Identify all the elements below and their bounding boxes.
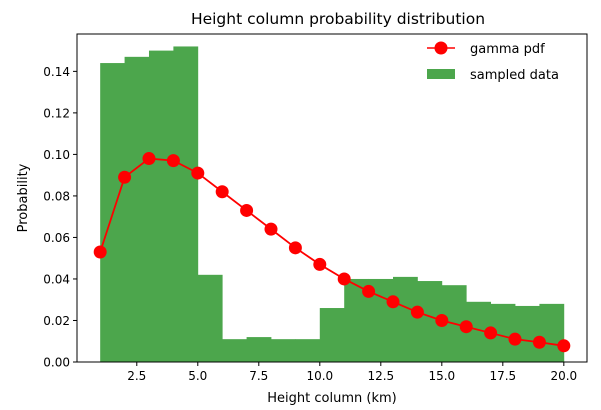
- histogram-bar-5: [197, 274, 223, 362]
- legend-label-gamma-pdf: gamma pdf: [470, 42, 545, 57]
- gamma-pdf-point-3: [142, 152, 156, 166]
- chart-title: Height column probability distribution: [191, 10, 485, 28]
- histogram-bar-6: [222, 339, 247, 362]
- gamma-pdf-line: [93, 152, 571, 353]
- gamma-pdf-point-10: [313, 257, 327, 271]
- gamma-pdf-point-20: [557, 339, 571, 353]
- x-tick-label: 20.0: [550, 369, 577, 383]
- histogram-bar-13: [393, 276, 418, 362]
- y-tick-label: 0.00: [43, 356, 70, 370]
- gamma-pdf-point-19: [532, 335, 546, 349]
- gamma-pdf-point-5: [191, 166, 205, 180]
- histogram-bar-19: [539, 303, 565, 362]
- x-tick-label: 15.0: [428, 369, 455, 383]
- gamma-pdf-point-9: [288, 241, 302, 255]
- x-tick-label: 12.5: [367, 369, 394, 383]
- x-tick-label: 7.5: [249, 369, 268, 383]
- gamma-pdf-point-6: [215, 185, 229, 199]
- y-tick-label: 0.02: [43, 314, 70, 328]
- gamma-pdf-point-1: [93, 245, 107, 259]
- legend-bar-swatch: [427, 69, 455, 79]
- gamma-pdf-point-11: [337, 272, 351, 286]
- histogram-bar-2: [124, 56, 150, 362]
- histogram-bar-18: [515, 305, 540, 362]
- gamma-pdf-point-14: [410, 305, 424, 319]
- gamma-pdf-point-2: [118, 170, 132, 184]
- y-axis-label: Probability: [16, 163, 31, 232]
- y-axis-ticks: 0.00 0.02 0.04 0.06 0.08 0.10 0.12 0.14: [43, 65, 77, 370]
- gamma-pdf-point-18: [508, 332, 522, 346]
- axes-frame: [76, 33, 588, 363]
- gamma-pdf-point-13: [386, 295, 400, 309]
- histogram-bar-7: [246, 337, 272, 362]
- gamma-pdf-point-12: [362, 284, 376, 298]
- y-tick-label: 0.12: [43, 106, 70, 120]
- gamma-pdf-point-4: [166, 154, 180, 168]
- histogram-bars: [100, 46, 565, 363]
- legend-marker-swatch: [434, 41, 448, 55]
- histogram-bar-3: [148, 50, 174, 362]
- y-tick-label: 0.06: [43, 231, 70, 245]
- y-tick-label: 0.10: [43, 148, 70, 162]
- gamma-pdf-point-17: [484, 326, 498, 340]
- histogram-bar-4: [173, 46, 199, 363]
- x-tick-label: 2.5: [127, 369, 146, 383]
- gamma-pdf-point-7: [240, 203, 254, 217]
- gamma-pdf-point-16: [459, 320, 473, 334]
- y-tick-label: 0.04: [43, 272, 70, 286]
- gamma-pdf-point-15: [435, 313, 449, 327]
- y-tick-label: 0.08: [43, 189, 70, 203]
- x-tick-label: 17.5: [489, 369, 516, 383]
- histogram-bar-10: [319, 308, 345, 362]
- histogram-bar-9: [295, 339, 321, 362]
- x-axis-label: Height column (km): [267, 391, 396, 406]
- legend: gamma pdf sampled data: [427, 41, 559, 83]
- x-tick-label: 5.0: [188, 369, 207, 383]
- x-tick-label: 10.0: [306, 369, 333, 383]
- x-axis-ticks: 2.5 5.0 7.5 10.0 12.5 15.0 17.5 20.0: [127, 362, 577, 383]
- legend-label-sampled-data: sampled data: [470, 68, 559, 83]
- gamma-pdf-point-8: [264, 222, 278, 236]
- y-tick-label: 0.14: [43, 65, 70, 79]
- histogram-bar-8: [270, 339, 296, 362]
